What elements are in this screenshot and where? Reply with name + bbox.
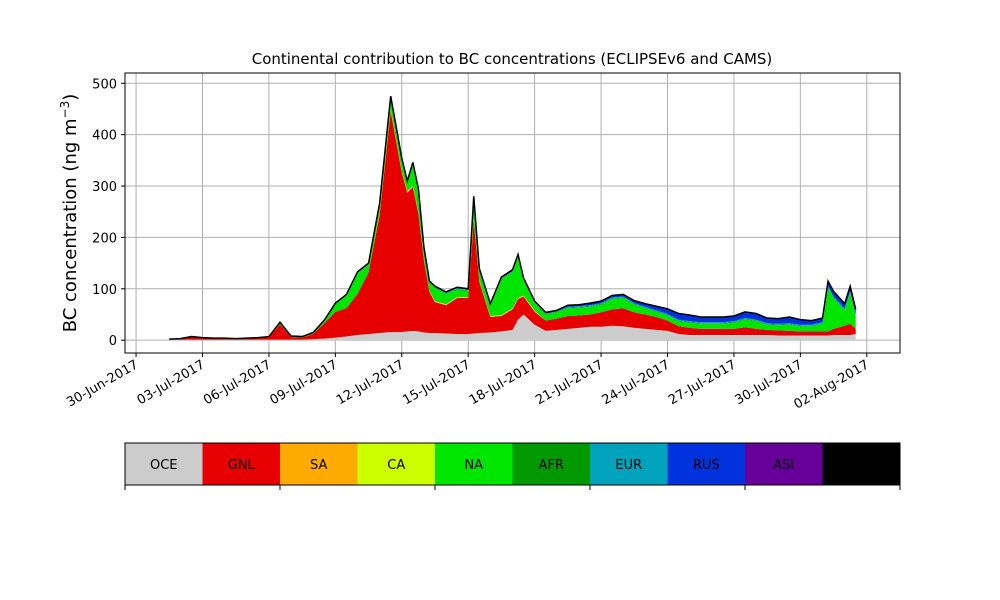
y-tick-label: 100 bbox=[92, 283, 117, 298]
legend-swatch-aus bbox=[822, 443, 900, 485]
area-na bbox=[169, 98, 856, 340]
legend-swatch-na bbox=[435, 443, 513, 485]
legend-label-na: NA bbox=[464, 458, 483, 473]
plot-frame bbox=[124, 72, 901, 354]
legend-swatch-gnl bbox=[202, 443, 280, 485]
x-tick-label: 27-Jul-2017 bbox=[666, 357, 739, 408]
area-oce bbox=[169, 314, 856, 341]
legend-swatch-oce bbox=[125, 443, 203, 485]
y-tick-label: 500 bbox=[92, 77, 117, 92]
legend-label-afr: AFR bbox=[539, 458, 564, 473]
x-tick-label: 06-Jul-2017 bbox=[201, 357, 274, 408]
legend-swatch-eur bbox=[590, 443, 668, 485]
legend-label-gnl: GNL bbox=[228, 458, 256, 473]
axes bbox=[124, 72, 901, 354]
legend-label-eur: EUR bbox=[615, 458, 642, 473]
x-tick-label: 30-Jun-2017 bbox=[64, 357, 141, 410]
y-axis-label: BC concentration (ng m−3) bbox=[58, 94, 81, 333]
legend-swatch-afr bbox=[512, 443, 590, 485]
legend-swatch-rus bbox=[667, 443, 745, 485]
y-tick-label: 400 bbox=[92, 129, 117, 144]
x-tick-label: 15-Jul-2017 bbox=[400, 357, 473, 408]
x-tick-label: 03-Jul-2017 bbox=[135, 357, 208, 408]
total-outline bbox=[169, 95, 857, 340]
x-tick-label: 09-Jul-2017 bbox=[268, 357, 341, 408]
legend-label-sa: SA bbox=[310, 458, 327, 473]
y-tick-label: 300 bbox=[92, 180, 117, 195]
legend-colorbar: OCE GNL SA CA NA AFR EUR RUS ASI AUS bbox=[124, 442, 901, 490]
x-tick-label: 12-Jul-2017 bbox=[334, 357, 407, 408]
stacked-areas bbox=[169, 95, 857, 341]
x-tick-label: 24-Jul-2017 bbox=[600, 357, 673, 408]
chart-title: Continental contribution to BC concentra… bbox=[252, 50, 773, 68]
x-tick-label: 21-Jul-2017 bbox=[533, 357, 606, 408]
x-tick-label: 02-Aug-2017 bbox=[791, 357, 871, 412]
x-tick-labels: 30-Jun-201703-Jul-201706-Jul-201709-Jul-… bbox=[64, 353, 872, 413]
legend-label-ca: CA bbox=[387, 458, 405, 473]
x-tick-label: 18-Jul-2017 bbox=[467, 357, 540, 408]
legend-swatch-asi bbox=[745, 443, 823, 485]
legend-label-rus: RUS bbox=[693, 458, 720, 473]
y-tick-labels: 0 100 200 300 400 500 bbox=[92, 77, 125, 349]
y-tick-label: 200 bbox=[92, 231, 117, 246]
legend-label-aus: AUS bbox=[848, 458, 875, 473]
legend-label-asi: ASI bbox=[773, 458, 794, 473]
legend-frame bbox=[124, 442, 901, 486]
legend-swatch-ca bbox=[357, 443, 435, 485]
legend-swatch-sa bbox=[280, 443, 358, 485]
y-tick-label: 0 bbox=[109, 334, 117, 349]
legend-label-oce: OCE bbox=[150, 458, 178, 473]
